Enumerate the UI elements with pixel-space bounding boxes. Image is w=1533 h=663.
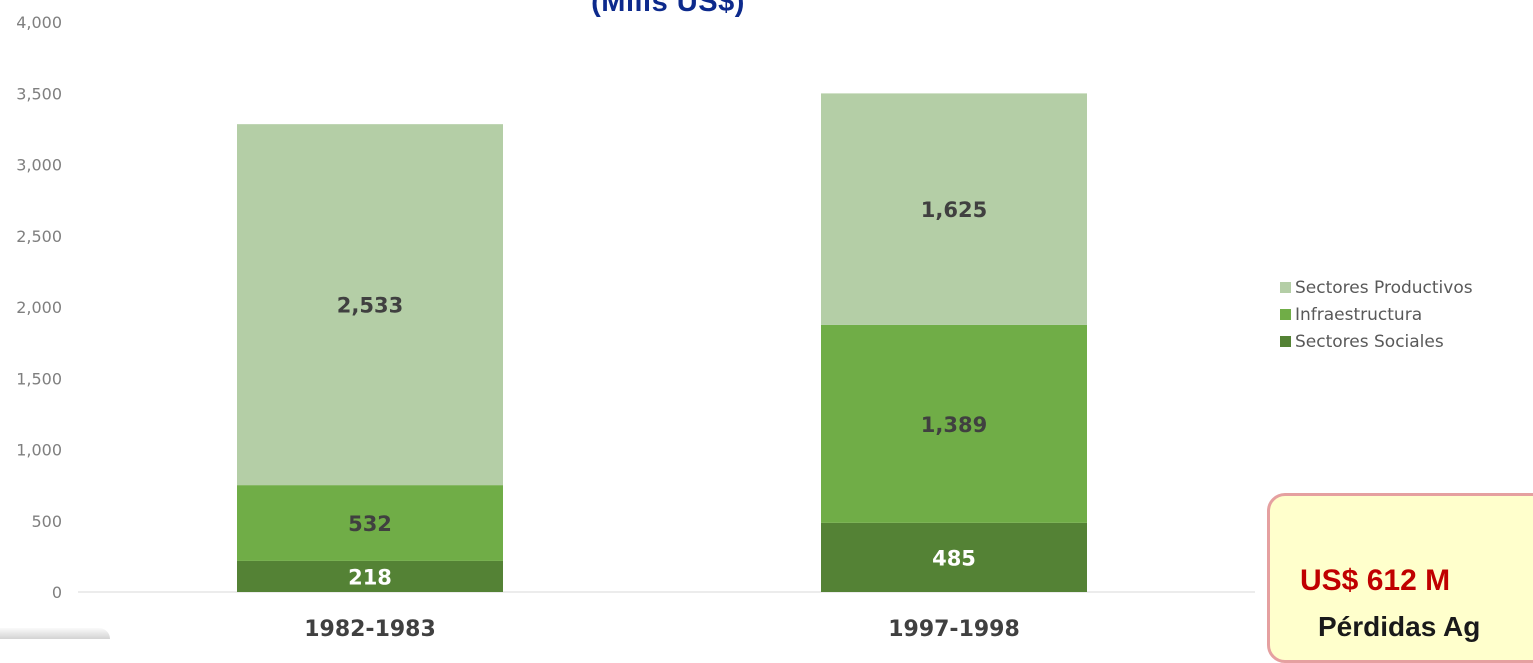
page-corner-shadow (0, 628, 110, 639)
data-label: 485 (932, 546, 976, 570)
legend-label-sectores-productivos: Sectores Productivos (1295, 277, 1473, 298)
bar-segment-sectores-productivos (237, 124, 503, 486)
legend-item-sectores-sociales: Sectores Sociales (1280, 328, 1473, 355)
y-tick-label: 4,000 (16, 13, 62, 32)
legend-swatch-sectores-sociales (1280, 336, 1291, 347)
legend-item-sectores-productivos: Sectores Productivos (1280, 274, 1473, 301)
data-label: 2,533 (337, 294, 403, 318)
chart-svg: 0 500 1,000 1,500 2,000 2,500 3,000 3,500 4,000 2… (16, 13, 1255, 639)
data-label: 1,389 (921, 413, 987, 437)
bar-segment-sectores-productivos (821, 93, 1087, 325)
data-label: 532 (348, 512, 392, 536)
y-tick-label: 3,000 (16, 156, 62, 175)
data-label: 1,625 (921, 198, 987, 222)
y-tick-label: 2,000 (16, 298, 62, 317)
y-tick-label: 0 (52, 583, 62, 602)
callout-caption: Pérdidas Ag (1318, 611, 1481, 642)
callout-amount: US$ 612 M (1300, 564, 1451, 597)
legend-item-infraestructura: Infraestructura (1280, 301, 1473, 328)
y-tick-label: 2,500 (16, 227, 62, 246)
x-tick-label: 1997-1998 (888, 617, 1020, 639)
bar-segment-sectores-sociales (821, 522, 1087, 592)
data-label: 218 (348, 565, 392, 589)
bar-segment-infraestructura (821, 324, 1087, 523)
chart-subtitle: (Mills US$) (591, 0, 745, 18)
legend-swatch-sectores-productivos (1280, 282, 1291, 293)
y-tick-label: 500 (31, 512, 62, 531)
chart-legend: Sectores Productivos Infraestructura Sec… (1280, 274, 1473, 355)
callout-box: US$ 612 M Pérdidas Ag (1267, 493, 1533, 663)
legend-swatch-infraestructura (1280, 309, 1291, 320)
y-tick-label: 1,000 (16, 441, 62, 460)
y-tick-label: 1,500 (16, 369, 62, 388)
legend-label-sectores-sociales: Sectores Sociales (1295, 331, 1444, 352)
legend-label-infraestructura: Infraestructura (1295, 304, 1423, 325)
y-tick-label: 3,500 (16, 84, 62, 103)
x-tick-label: 1982-1983 (304, 617, 436, 639)
bar-segment-infraestructura (237, 485, 503, 561)
bar-segment-sectores-sociales (237, 560, 503, 592)
